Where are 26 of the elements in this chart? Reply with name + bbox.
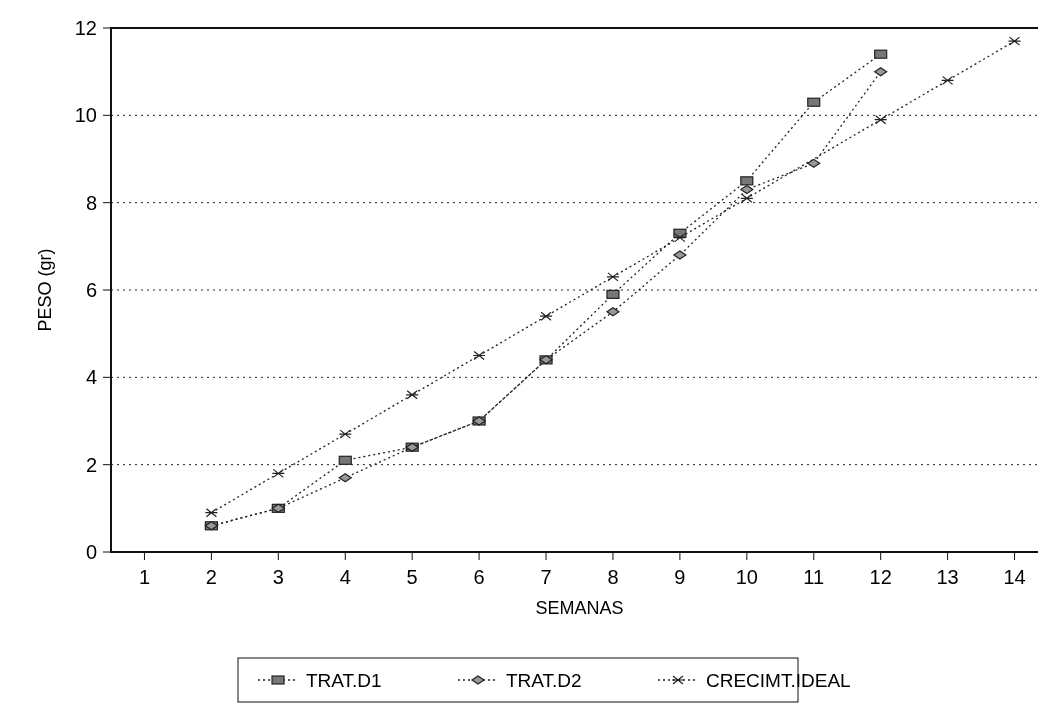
x-tick-label: 4 xyxy=(339,566,351,588)
x-tick-label: 6 xyxy=(473,566,485,588)
x-axis-title: SEMANAS xyxy=(535,598,624,618)
x-tick-label: 11 xyxy=(803,566,825,588)
y-tick-label: 2 xyxy=(85,453,97,476)
x-tick-label: 10 xyxy=(735,566,758,588)
x-tick-label: 13 xyxy=(936,566,959,588)
y-tick-label: 10 xyxy=(74,104,97,127)
legend-label: CRECIMT.IDEAL xyxy=(706,670,851,691)
y-tick-label: 12 xyxy=(74,17,97,39)
legend-label: TRAT.D1 xyxy=(306,670,382,691)
x-tick-label: 7 xyxy=(540,566,552,588)
x-tick-label: 12 xyxy=(869,566,892,588)
y-tick-label: 8 xyxy=(85,191,97,214)
y-tick-label: 4 xyxy=(85,366,97,389)
x-tick-label: 3 xyxy=(272,566,284,588)
x-tick-label: 1 xyxy=(138,566,151,588)
y-axis-title: PESO (gr) xyxy=(35,248,55,332)
y-tick-label: 0 xyxy=(85,541,97,563)
x-tick-label: 14 xyxy=(1003,566,1026,588)
y-tick-label: 6 xyxy=(85,279,97,301)
x-tick-label: 8 xyxy=(607,566,619,588)
legend-label: TRAT.D2 xyxy=(506,670,582,691)
x-tick-label: 5 xyxy=(406,566,418,588)
x-tick-label: 9 xyxy=(674,566,686,588)
x-tick-label: 2 xyxy=(205,566,217,588)
